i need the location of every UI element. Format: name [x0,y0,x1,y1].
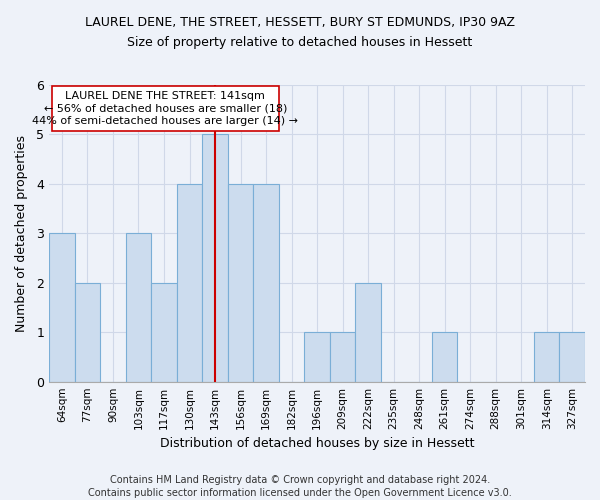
Bar [49,234,75,382]
Bar [559,332,585,382]
Bar [534,332,559,382]
Bar [432,332,457,382]
Bar [75,283,100,382]
Text: Contains public sector information licensed under the Open Government Licence v3: Contains public sector information licen… [88,488,512,498]
Bar [228,184,253,382]
Bar [177,184,202,382]
Bar [202,134,228,382]
Bar [151,283,177,382]
X-axis label: Distribution of detached houses by size in Hessett: Distribution of detached houses by size … [160,437,475,450]
Text: Size of property relative to detached houses in Hessett: Size of property relative to detached ho… [127,36,473,49]
Bar [355,283,381,382]
Text: LAUREL DENE THE STREET: 141sqm: LAUREL DENE THE STREET: 141sqm [65,92,265,102]
Text: Contains HM Land Registry data © Crown copyright and database right 2024.: Contains HM Land Registry data © Crown c… [110,475,490,485]
FancyBboxPatch shape [52,86,279,131]
Bar [330,332,355,382]
Bar [253,184,279,382]
Text: ← 56% of detached houses are smaller (18): ← 56% of detached houses are smaller (18… [44,104,287,114]
Text: LAUREL DENE, THE STREET, HESSETT, BURY ST EDMUNDS, IP30 9AZ: LAUREL DENE, THE STREET, HESSETT, BURY S… [85,16,515,29]
Bar [126,234,151,382]
Text: 44% of semi-detached houses are larger (14) →: 44% of semi-detached houses are larger (… [32,116,298,126]
Y-axis label: Number of detached properties: Number of detached properties [15,135,28,332]
Bar [304,332,330,382]
